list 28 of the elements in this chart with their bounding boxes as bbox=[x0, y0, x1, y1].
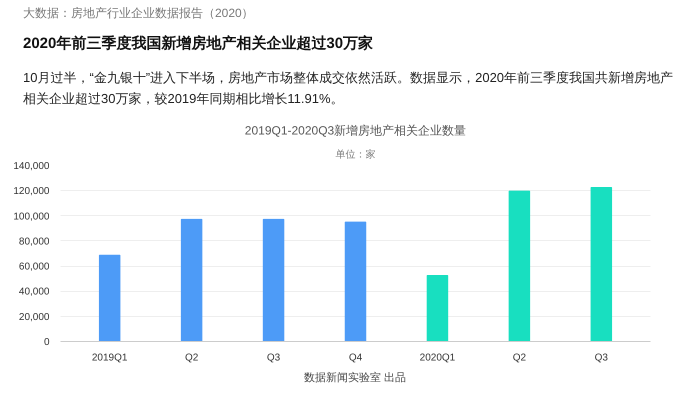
y-tick-label: 40,000 bbox=[18, 286, 50, 298]
x-tick-label: 2019Q1 bbox=[92, 352, 128, 364]
chart-title: 2019Q1-2020Q3新增房地产相关企业数量 bbox=[244, 124, 466, 138]
y-tick-label: 80,000 bbox=[18, 236, 50, 248]
text: 2020年前三季度我国新增房地产相关企业超过30万家 bbox=[23, 34, 374, 54]
bar bbox=[262, 218, 284, 342]
y-tick-label: 0 bbox=[44, 337, 50, 348]
x-tick-label: Q2 bbox=[184, 352, 199, 364]
y-tick-label: 60,000 bbox=[18, 262, 50, 273]
bar bbox=[344, 222, 366, 342]
bar bbox=[426, 275, 448, 342]
bar bbox=[98, 254, 120, 342]
text: 数据新闻实验室 出品 bbox=[304, 371, 406, 386]
x-tick-label: Q2 bbox=[512, 352, 526, 364]
bar bbox=[508, 190, 530, 342]
text: 大数据：房地产行业企业数据报告（2020） bbox=[23, 5, 254, 22]
x-tick-label: 2020Q1 bbox=[420, 352, 456, 364]
y-tick-label: 20,000 bbox=[18, 312, 50, 323]
bar bbox=[180, 218, 202, 342]
bar bbox=[590, 187, 612, 342]
x-tick-label: Q3 bbox=[594, 352, 608, 364]
y-tick-label: 120,000 bbox=[13, 186, 50, 198]
x-tick-label: Q3 bbox=[266, 352, 281, 364]
text: 10月过半，“金九银十”进入下半场，房地产市场整体成交依然活跃。数据显示，2020年前三季度我国共新增房地产相关企业超过30万家，较2019年同期相比增长11.91%。 bbox=[23, 69, 674, 108]
x-tick-label: Q4 bbox=[348, 352, 363, 364]
chart-subtitle: 单位：家 bbox=[336, 148, 376, 160]
y-tick-label: 100,000 bbox=[13, 211, 50, 222]
y-tick-label: 140,000 bbox=[13, 161, 50, 172]
